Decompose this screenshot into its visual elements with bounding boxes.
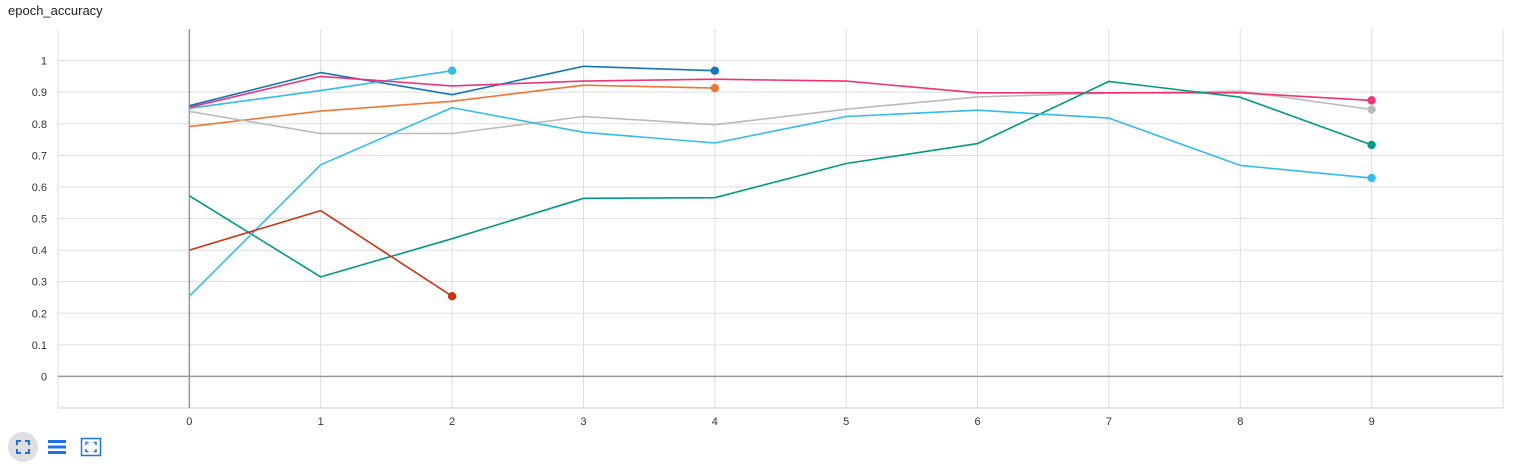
- y-tick-label: 1: [41, 56, 47, 68]
- y-tick-label: 0: [41, 371, 47, 383]
- series-end-point-1: [447, 66, 457, 75]
- x-tick-label: 1: [318, 416, 324, 428]
- series-line-4: [189, 75, 1372, 109]
- y-tick-label: 0.7: [32, 150, 47, 162]
- y-tick-label: 0.8: [32, 119, 47, 131]
- y-tick-label: 0.9: [32, 87, 47, 99]
- fit-domain-icon: [80, 437, 102, 457]
- series-lines: [188, 65, 1372, 297]
- chart-toolbar: [8, 432, 106, 462]
- axes: [58, 29, 1503, 408]
- series-line-3: [189, 90, 1372, 135]
- y-tick-label: 0.6: [32, 182, 47, 194]
- end-markers: [447, 66, 1376, 301]
- y-tick-label: 0.2: [32, 308, 47, 320]
- series-line-2: [189, 84, 715, 128]
- series-end-point-6: [1367, 173, 1376, 183]
- x-tick-label: 3: [580, 416, 586, 428]
- series-line-5: [188, 80, 1372, 278]
- fullscreen-icon: [16, 440, 30, 454]
- series-end-point-3: [1367, 105, 1376, 114]
- y-tick-label: 0.1: [32, 340, 47, 352]
- chart-title: epoch_accuracy: [8, 3, 103, 18]
- x-tick-label: 9: [1369, 416, 1375, 428]
- x-tick-label: 0: [186, 416, 192, 428]
- x-tick-label: 4: [712, 416, 718, 428]
- x-tick-label: 8: [1237, 416, 1243, 428]
- series-end-point-5: [1367, 140, 1376, 150]
- y-tick-label: 0.5: [32, 214, 47, 226]
- x-tick-label: 6: [974, 416, 980, 428]
- x-tick-label: 7: [1106, 416, 1112, 428]
- tick-labels: 0 1 2 3 4 5 6 7 8 9 0 0.1 0.2 0.3 0.4 0.5 0.6 0.7 0.8 0.9 1: [32, 56, 1375, 428]
- series-end-point-7: [447, 291, 457, 301]
- series-line-6: [188, 106, 1372, 297]
- fit-to-data-button[interactable]: [8, 432, 38, 462]
- y-tick-label: 0.4: [32, 245, 47, 257]
- line-chart: 0 1 2 3 4 5 6 7 8 9 0 0.1 0.2 0.3 0.4 0.5 0.6 0.7 0.8 0.9 1: [32, 29, 1504, 428]
- grid-lines: [57, 29, 1504, 409]
- series-line-0: [189, 65, 715, 107]
- list-icon: [48, 440, 66, 454]
- series-end-point-4: [1367, 96, 1376, 105]
- toggle-legend-button[interactable]: [42, 432, 72, 462]
- y-tick-label: 0.3: [32, 277, 47, 289]
- series-line-7: [189, 209, 453, 297]
- x-tick-label: 5: [843, 416, 849, 428]
- fit-domain-button[interactable]: [76, 432, 106, 462]
- series-end-point-2: [710, 83, 720, 93]
- series-line-1: [189, 69, 453, 110]
- x-tick-label: 2: [449, 416, 455, 428]
- series-end-point-0: [710, 66, 720, 75]
